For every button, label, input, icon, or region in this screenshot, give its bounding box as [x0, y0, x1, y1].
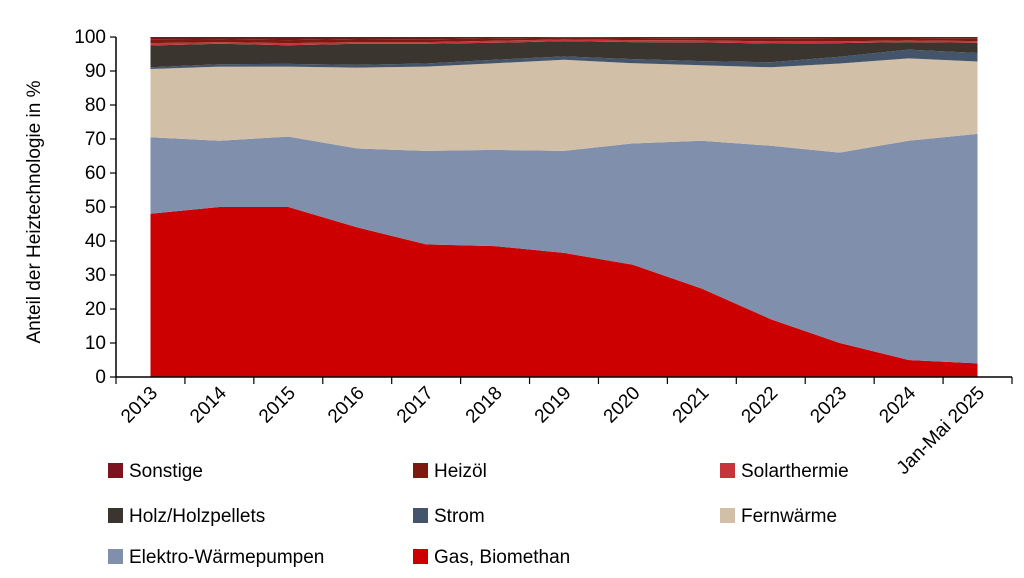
legend-swatch — [108, 549, 123, 564]
x-tick-label: 2014 — [186, 382, 231, 427]
y-tick-label: 40 — [85, 231, 106, 252]
legend-label: Solarthermie — [741, 461, 849, 482]
legend-swatch — [108, 463, 123, 478]
x-tick-label: 2013 — [117, 383, 162, 428]
y-tick-label: 20 — [85, 299, 106, 320]
y-tick-label: 10 — [85, 333, 106, 354]
legend-label: Sonstige — [129, 461, 203, 482]
x-tick-label: 2022 — [738, 383, 783, 428]
y-tick-label: 80 — [85, 95, 106, 116]
x-tick-label: 2020 — [600, 383, 645, 428]
x-tick-label: 2015 — [255, 383, 300, 428]
area-heiz-l — [150, 37, 978, 44]
x-tick-label: 2016 — [324, 383, 369, 428]
legend-swatch — [413, 549, 428, 564]
y-axis-title: Anteil der Heiztechnologie in % — [24, 80, 45, 343]
y-tick-label: 70 — [85, 129, 106, 150]
legend-swatch — [413, 463, 428, 478]
y-tick-label: 90 — [85, 61, 106, 82]
legend-item-fernw-rme: Fernwärme — [720, 506, 837, 527]
legend-swatch — [108, 508, 123, 523]
legend-item-sonstige: Sonstige — [108, 461, 203, 482]
legend-item-holz-holzpellets: Holz/Holzpellets — [108, 506, 265, 527]
legend-swatch — [413, 508, 428, 523]
area-elektro-w-rmepumpen — [150, 133, 978, 364]
legend-item-gas-biomethan: Gas, Biomethan — [413, 547, 570, 568]
y-tick-label: 0 — [95, 367, 106, 388]
legend-label: Gas, Biomethan — [434, 547, 570, 568]
legend-item-solarthermie: Solarthermie — [720, 461, 849, 482]
y-tick-label: 30 — [85, 265, 106, 286]
legend-item-strom: Strom — [413, 506, 485, 527]
legend-label: Fernwärme — [741, 506, 837, 527]
legend-label: Strom — [434, 506, 485, 527]
x-tick-label: 2023 — [806, 383, 851, 428]
x-tick-label: 2024 — [875, 382, 920, 427]
area-series-group — [150, 37, 978, 377]
y-axis-title-group: Anteil der Heiztechnologie in % — [24, 80, 45, 343]
area-fernw-rme — [150, 58, 978, 153]
legend-label: Elektro-Wärmepumpen — [129, 547, 324, 568]
x-tick-label: 2017 — [393, 383, 438, 428]
x-tick-label: 2021 — [669, 383, 714, 428]
area-strom — [150, 49, 978, 69]
legend-item-heiz-l: Heizöl — [413, 461, 487, 482]
area-gas-biomethan — [150, 207, 978, 377]
legend-swatch — [720, 508, 735, 523]
y-tick-label: 100 — [74, 27, 106, 48]
legend-swatch — [720, 463, 735, 478]
legend-label: Heizöl — [434, 461, 487, 482]
area-sonstige — [150, 37, 978, 41]
area-solarthermie — [150, 39, 978, 46]
y-tick-label: 50 — [85, 197, 106, 218]
legend-label: Holz/Holzpellets — [129, 506, 265, 527]
x-tick-label: 2019 — [531, 383, 576, 428]
area-holz-holzpellets — [150, 41, 978, 68]
y-tick-label: 60 — [85, 163, 106, 184]
x-tick-label: 2018 — [462, 383, 507, 428]
legend-item-elektro-w-rmepumpen: Elektro-Wärmepumpen — [108, 547, 324, 568]
legend: Sonstige Heizöl Solarthermie Holz/Holzpelle… — [108, 461, 849, 568]
